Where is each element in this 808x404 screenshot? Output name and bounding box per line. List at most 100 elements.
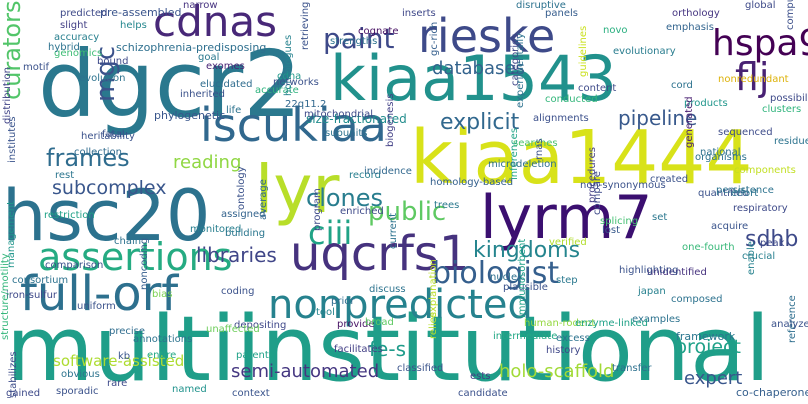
word-microdeletion: microdeletion bbox=[488, 159, 557, 170]
word-reading: reading bbox=[173, 152, 241, 173]
word-composed: composed bbox=[671, 294, 723, 305]
word-residues: residues bbox=[774, 136, 808, 147]
word-public: public bbox=[368, 197, 446, 227]
word-ests: ests bbox=[470, 371, 491, 382]
word-fe-s: fe-s bbox=[369, 337, 406, 361]
word-emphasis: emphasis bbox=[666, 22, 714, 33]
word-exomes: exomes bbox=[206, 61, 245, 72]
word-coding: coding bbox=[221, 286, 254, 297]
word-inserts: inserts bbox=[402, 8, 436, 19]
word-fatal: fatal bbox=[102, 129, 124, 140]
word-splicing: splicing bbox=[600, 216, 638, 227]
word-peak: peak bbox=[760, 238, 785, 249]
word-cord: cord bbox=[671, 80, 693, 91]
word-national: national bbox=[700, 147, 741, 158]
word-helps: helps bbox=[120, 20, 147, 31]
word-restriction: restriction bbox=[44, 210, 95, 221]
word-intermediate: intermediate bbox=[493, 331, 557, 342]
word-dgcr2: dgcr2 bbox=[38, 31, 302, 138]
word-set: set bbox=[652, 212, 667, 223]
word-elucidated: elucidated bbox=[200, 79, 252, 90]
word-facilitates: facilitates bbox=[334, 344, 383, 355]
word-gained: gained bbox=[6, 388, 40, 399]
word-cdnas: cdnas bbox=[153, 0, 277, 46]
word-annotations: annotations bbox=[133, 334, 192, 345]
word-slight: slight bbox=[60, 20, 87, 31]
word-effort: effort bbox=[731, 188, 758, 199]
word-sequenced: sequenced bbox=[718, 127, 773, 138]
word-life: life bbox=[226, 105, 241, 116]
word-disruptive: disruptive bbox=[516, 0, 566, 11]
word-entire: entire bbox=[147, 350, 176, 361]
word-heritability: heritability bbox=[81, 131, 135, 142]
word-panels: panels bbox=[545, 8, 578, 19]
word-noncoding: noncoding bbox=[139, 238, 150, 290]
word-full-orf: full-orf bbox=[20, 266, 179, 322]
word-inferences: inferences bbox=[509, 128, 520, 180]
word-hybrid: hybrid bbox=[48, 42, 80, 53]
word-nucleic: nucleic bbox=[490, 272, 525, 283]
word-frames: frames bbox=[46, 144, 130, 172]
word-inherited: inherited bbox=[180, 89, 225, 100]
word-explanation: explanation bbox=[428, 259, 439, 318]
word-hsc20: hsc20 bbox=[2, 175, 210, 257]
word-accurate: accurate bbox=[255, 85, 299, 96]
word-global: global bbox=[745, 0, 776, 11]
word-evolution: evolution bbox=[79, 73, 125, 84]
word-quantified: quantified bbox=[698, 188, 749, 199]
word-highlighting: highlighting bbox=[619, 265, 678, 276]
word-homology-based: homology-based bbox=[430, 177, 513, 188]
word-examples: examples bbox=[632, 314, 680, 325]
word-multiinstitutional: multiinstitutional bbox=[6, 297, 770, 402]
word-context: context bbox=[232, 388, 270, 399]
word-22q11-2: 22q11.2 bbox=[285, 99, 326, 110]
word-mgc: mgc bbox=[91, 46, 121, 102]
word-biogenesis: biogenesis bbox=[385, 94, 396, 147]
word-acquire: acquire bbox=[711, 221, 748, 232]
word-cognate: cognate bbox=[358, 26, 399, 37]
word-gc-rich: gc-rich bbox=[429, 22, 440, 56]
word-non-synonymous: non-synonymous bbox=[580, 180, 666, 191]
word-paint: paint bbox=[323, 22, 394, 55]
word-parents: parents bbox=[236, 350, 274, 361]
word-broad: broad bbox=[365, 317, 394, 328]
word-unaffected: unaffected bbox=[206, 324, 260, 335]
word-respiratory: respiratory bbox=[733, 203, 788, 214]
word-nonredundant: nonredundant bbox=[718, 74, 789, 85]
word-institutes: institutes bbox=[7, 116, 18, 163]
word-kiaa1543: kiaa1543 bbox=[330, 42, 617, 115]
word-kiaa1444: kiaa1444 bbox=[410, 115, 752, 201]
word-monitored: monitored bbox=[190, 224, 241, 235]
word-candidate: candidate bbox=[458, 388, 508, 399]
word-curators: curators bbox=[0, 1, 26, 100]
word-generated: generated bbox=[684, 96, 695, 148]
word-mitochondrial: mitochondrial bbox=[304, 109, 373, 120]
word-procedures: procedures bbox=[587, 147, 598, 203]
word-semi-automated: semi-automated bbox=[231, 361, 379, 382]
word-size-fractionated: size-fractionated bbox=[306, 112, 407, 126]
word-named: named bbox=[172, 384, 207, 395]
word-computational: computational bbox=[785, 0, 796, 30]
word-cdna: cdna bbox=[277, 71, 301, 82]
word-subcomplex: subcomplex bbox=[52, 177, 167, 199]
word-reference: reference bbox=[787, 295, 798, 343]
word-japan: japan bbox=[637, 286, 666, 297]
word-distribution: distribution bbox=[2, 67, 13, 124]
word-structure-motility: structure/motility bbox=[0, 253, 11, 340]
word-bias: bias bbox=[152, 289, 172, 300]
word-ciii: ciii bbox=[308, 214, 352, 252]
word-components: components bbox=[734, 165, 796, 176]
word-searches: searches bbox=[513, 138, 558, 149]
word-co-chaperone: co-chaperone bbox=[736, 386, 808, 399]
word-depositing: depositing bbox=[234, 320, 286, 331]
word-created: created bbox=[650, 174, 688, 185]
word-networks: networks bbox=[273, 77, 319, 88]
word-iron-sulfur: iron-sulfur bbox=[6, 290, 58, 301]
word-precise: precise bbox=[109, 326, 145, 337]
word-one-fourth: one-fourth bbox=[682, 242, 735, 253]
word-record: record bbox=[349, 170, 381, 181]
word-conducted: conducted bbox=[545, 94, 598, 105]
word-immunosorbent: immunosorbent bbox=[517, 239, 528, 318]
word-history: history bbox=[546, 345, 580, 356]
word-transfer: transfer bbox=[612, 363, 652, 374]
